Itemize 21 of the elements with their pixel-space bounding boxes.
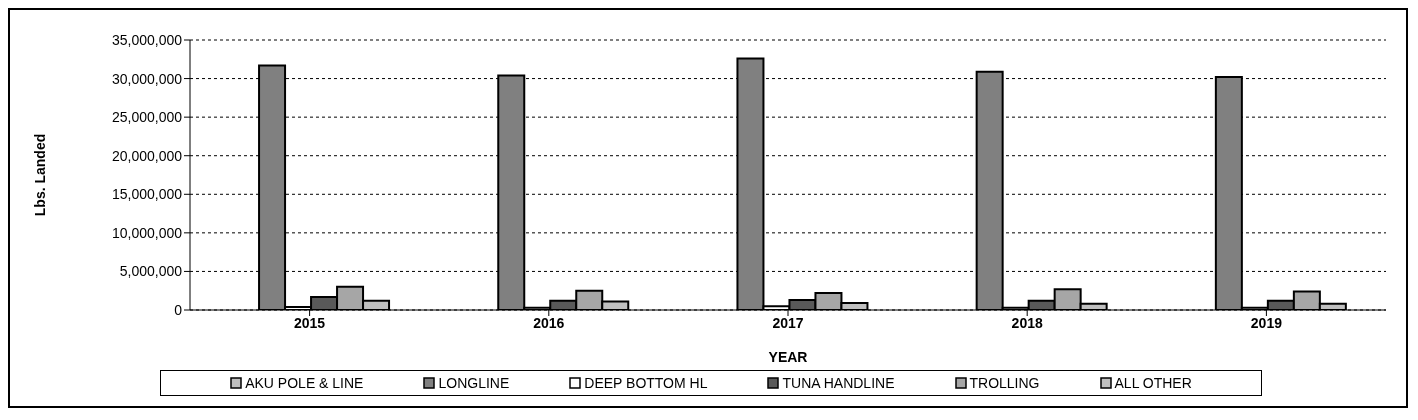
y-axis-title: Lbs. Landed [31, 133, 48, 217]
x-tick-label: 2016 [533, 314, 565, 331]
y-tick-label: 35,000,000 [111, 31, 183, 48]
y-tick-label: 15,000,000 [111, 186, 183, 203]
x-tick-label: 2015 [294, 314, 326, 331]
legend-label: TUNA HANDLINE [781, 375, 895, 391]
y-tick-label: 5,000,000 [119, 263, 183, 280]
y-tick-label: 0 [174, 301, 183, 318]
y-tick-label: 30,000,000 [111, 70, 183, 87]
y-tick-label: 10,000,000 [111, 224, 183, 241]
legend-label: AKU POLE & LINE [244, 375, 364, 391]
legend-label: DEEP BOTTOM HL [583, 375, 708, 391]
x-tick-label: 2018 [1011, 314, 1043, 331]
x-axis-title: YEAR [768, 349, 808, 365]
y-tick-label: 25,000,000 [111, 109, 183, 126]
legend-label: ALL OTHER [1113, 375, 1192, 391]
legend-label: LONGLINE [437, 375, 510, 391]
y-tick-label: 20,000,000 [111, 147, 183, 164]
x-tick-label: 2019 [1250, 314, 1283, 331]
legend-label: TROLLING [968, 375, 1040, 391]
x-tick-label: 2017 [772, 314, 804, 331]
